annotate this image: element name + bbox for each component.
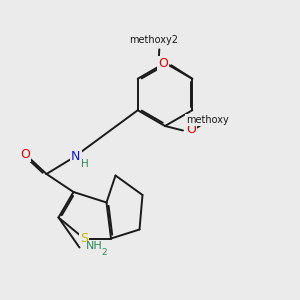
Text: NH: NH bbox=[86, 241, 103, 251]
Text: methoxy2: methoxy2 bbox=[129, 35, 178, 45]
Text: O: O bbox=[187, 122, 196, 136]
Text: 2: 2 bbox=[101, 248, 107, 257]
Text: S: S bbox=[80, 232, 88, 245]
Text: N: N bbox=[71, 149, 81, 163]
Text: O: O bbox=[21, 148, 30, 161]
Text: O: O bbox=[158, 57, 168, 70]
Text: methoxy: methoxy bbox=[186, 115, 229, 125]
Text: H: H bbox=[81, 159, 89, 169]
